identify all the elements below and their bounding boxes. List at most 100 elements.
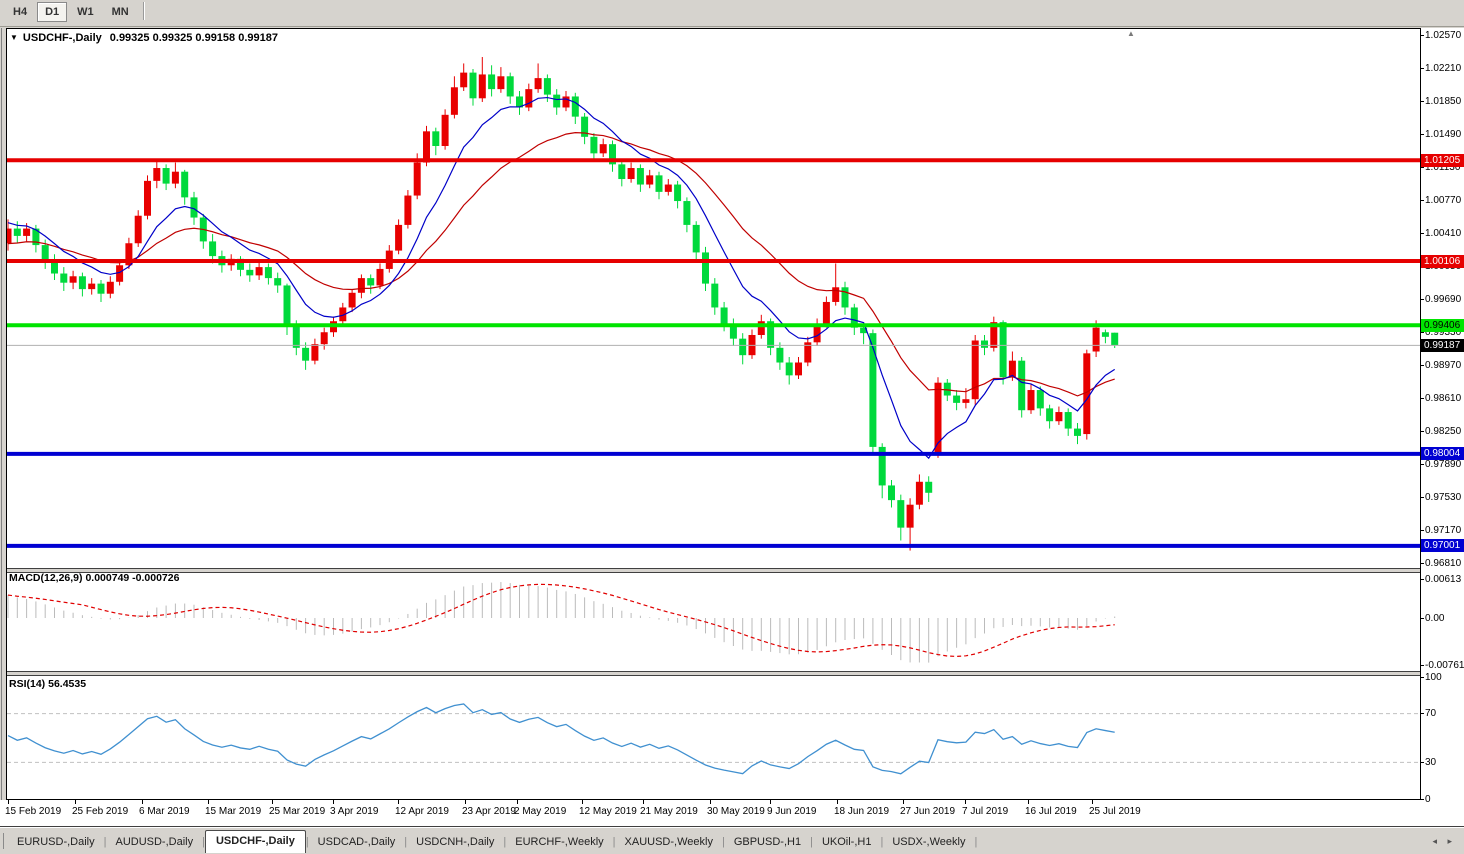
price-axis[interactable]: 1.02570 1.02210 1.01850 1.01490 1.01130 1.007…: [1421, 28, 1464, 826]
price-tick-label: 0.97890: [1425, 458, 1462, 470]
date-tick-mark: [142, 800, 143, 804]
chart-tab-usdcad[interactable]: USDCAD-,Daily: [317, 836, 396, 848]
chart-tab-eurusd[interactable]: EURUSD-,Daily: [17, 836, 95, 848]
price-tick-mark: [1421, 397, 1424, 399]
rsi-tick-label: 0: [1425, 793, 1431, 805]
date-axis-label: 7 Jul 2019: [962, 806, 1009, 817]
chart-tab-usdcnh[interactable]: USDCNH-,Daily: [416, 836, 495, 848]
price-tick-label: 0.99330: [1425, 326, 1462, 338]
date-tick-mark: [965, 800, 966, 804]
date-axis-label: 12 Apr 2019: [395, 806, 449, 817]
tab-separator: |: [974, 836, 978, 848]
timeframe-button-w1[interactable]: W1: [77, 6, 94, 18]
level-price-label[interactable]: 1.00106: [1421, 254, 1464, 268]
price-tick-label: 0.96810: [1425, 557, 1462, 569]
date-tick-mark: [272, 800, 273, 804]
tab-separator: |: [202, 836, 205, 848]
price-tick-label: 0.97530: [1425, 491, 1462, 503]
tab-separator: |: [503, 836, 507, 848]
tab-separator: |: [612, 836, 616, 848]
date-tick-mark: [837, 800, 838, 804]
date-axis-label: 9 Jun 2019: [767, 806, 817, 817]
tab-separator: |: [404, 836, 408, 848]
macd-tick-mark: [1421, 617, 1424, 619]
price-tick-mark: [1421, 133, 1424, 135]
current-price-label[interactable]: 0.99187: [1421, 338, 1464, 352]
window-bottom-border: [0, 826, 1464, 827]
price-tick-mark: [1421, 529, 1424, 531]
price-tick-label: 0.98970: [1425, 359, 1462, 371]
price-tick-mark: [1421, 67, 1424, 69]
date-axis-label: 15 Feb 2019: [5, 806, 62, 817]
chart-tab-usdchf[interactable]: USDCHF-,Daily: [204, 830, 306, 853]
chart-tab-gbpusd[interactable]: GBPUSD-,H1: [733, 836, 802, 848]
tab-separator: |: [305, 836, 309, 848]
chart-tab-xauusd[interactable]: XAUUSD-,Weekly: [624, 836, 713, 848]
price-tick-mark: [1421, 496, 1424, 498]
price-tick-mark: [1421, 199, 1424, 201]
chart-tab-eurchf[interactable]: EURCHF-,Weekly: [515, 836, 604, 848]
price-tick-mark: [1421, 562, 1424, 564]
level-price-label[interactable]: 0.97001: [1421, 539, 1464, 553]
level-price-label[interactable]: 1.01205: [1421, 153, 1464, 167]
timeframe-toolbar: H4 D1 W1 MN: [0, 0, 1464, 27]
tab-scroll-arrows[interactable]: ◂ ▸: [1432, 836, 1456, 846]
date-axis[interactable]: 15 Feb 2019 25 Feb 2019 6 Mar 2019 15 Mar 2…: [0, 800, 1421, 826]
date-tick-mark: [1028, 800, 1029, 804]
date-axis-label: 6 Mar 2019: [139, 806, 190, 817]
date-tick-mark: [8, 800, 9, 804]
date-tick-mark: [75, 800, 76, 804]
price-tick-label: 0.99690: [1425, 293, 1462, 305]
date-tick-mark: [903, 800, 904, 804]
chart-canvas[interactable]: [0, 28, 1421, 800]
date-tick-mark: [333, 800, 334, 804]
date-axis-label: 15 Mar 2019: [205, 806, 262, 817]
price-tick-mark: [1421, 34, 1424, 36]
price-tick-label: 0.98610: [1425, 392, 1462, 404]
date-axis-label: 27 Jun 2019: [900, 806, 956, 817]
price-tick-mark: [1421, 100, 1424, 102]
tab-separator: |: [880, 836, 884, 848]
price-tick-label: 1.00770: [1425, 194, 1462, 206]
level-price-label[interactable]: 0.98004: [1421, 447, 1464, 461]
timeframe-button-h4[interactable]: H4: [13, 6, 28, 18]
price-tick-label: 0.97170: [1425, 524, 1462, 536]
macd-tick-mark: [1421, 665, 1424, 667]
rsi-tick-mark: [1421, 761, 1424, 763]
date-axis-label: 3 Apr 2019: [330, 806, 379, 817]
timeframe-button-d1[interactable]: D1: [37, 2, 68, 22]
date-axis-label: 16 Jul 2019: [1025, 806, 1077, 817]
chart-tab-audusd[interactable]: AUDUSD-,Daily: [115, 836, 194, 848]
date-axis-label: 23 Apr 2019: [462, 806, 516, 817]
rsi-tick-label: 30: [1425, 756, 1437, 768]
date-tick-mark: [517, 800, 518, 804]
tab-separator: |: [721, 836, 725, 848]
date-axis-label: 2 May 2019: [514, 806, 567, 817]
date-axis-label: 25 Mar 2019: [269, 806, 326, 817]
rsi-tick-mark: [1421, 676, 1424, 678]
date-tick-mark: [643, 800, 644, 804]
chart-tab-usdx[interactable]: USDX-,Weekly: [892, 836, 966, 848]
price-tick-mark: [1421, 166, 1424, 168]
date-tick-mark: [398, 800, 399, 804]
rsi-tick-label: 100: [1425, 671, 1442, 683]
date-axis-label: 18 Jun 2019: [834, 806, 890, 817]
timeframe-button-mn[interactable]: MN: [111, 6, 129, 18]
macd-tick-label: 0.00613: [1425, 574, 1462, 586]
price-tick-label: 1.02570: [1425, 29, 1462, 41]
price-tick-label: 0.98250: [1425, 425, 1462, 437]
level-price-label[interactable]: 0.99406: [1421, 318, 1464, 332]
price-tick-mark: [1421, 232, 1424, 234]
date-tick-mark: [465, 800, 466, 804]
price-tick-mark: [1421, 463, 1424, 465]
rsi-tick-mark: [1421, 798, 1424, 800]
tab-bar-left-edge: [3, 833, 4, 849]
date-tick-mark: [710, 800, 711, 804]
rsi-tick-label: 70: [1425, 708, 1437, 720]
toolbar-separator: [142, 1, 145, 20]
chart-tab-ukoil[interactable]: UKOil-,H1: [821, 836, 872, 848]
macd-tick-mark: [1421, 579, 1424, 581]
date-axis-label: 21 May 2019: [640, 806, 698, 817]
macd-tick-label: -0.007612: [1425, 660, 1464, 672]
